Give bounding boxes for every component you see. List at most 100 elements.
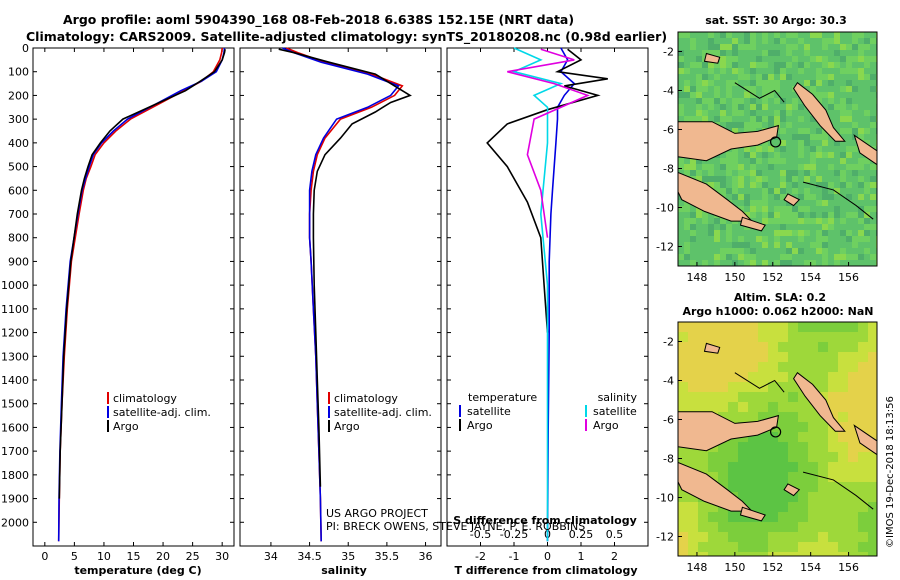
map-cell <box>702 44 709 51</box>
map-cell <box>726 116 733 123</box>
map-cell <box>846 218 853 225</box>
map-cell <box>738 152 745 159</box>
map-cell <box>756 182 763 189</box>
map-cell <box>738 176 745 183</box>
map-cell <box>758 462 769 473</box>
map-cell <box>838 362 849 373</box>
map-cell <box>738 206 745 213</box>
map-cell <box>792 224 799 231</box>
map-cell <box>834 194 841 201</box>
map-cell <box>786 176 793 183</box>
map-cell <box>678 522 689 533</box>
map-cell <box>822 182 829 189</box>
map-cell <box>810 134 817 141</box>
map-cell <box>768 68 775 75</box>
map-cell <box>792 170 799 177</box>
map-cell <box>756 254 763 261</box>
map-cell <box>804 176 811 183</box>
map-cell <box>858 230 865 237</box>
map-cell <box>728 362 739 373</box>
map-cell <box>720 38 727 45</box>
map-cell <box>750 230 757 237</box>
map-cell <box>840 146 847 153</box>
map-cell <box>744 32 751 39</box>
map-cell <box>768 206 775 213</box>
map-cell <box>858 152 865 159</box>
map-x-tick-label: 156 <box>838 561 859 574</box>
map-cell <box>678 542 689 553</box>
map-cell <box>798 242 805 249</box>
map-cell <box>840 134 847 141</box>
map-cell <box>858 62 865 69</box>
map-cell <box>792 98 799 105</box>
map-cell <box>690 164 697 171</box>
map-cell <box>762 44 769 51</box>
map-cell <box>808 332 819 343</box>
map-cell <box>744 146 751 153</box>
map-cell <box>774 188 781 195</box>
map-cell <box>834 206 841 213</box>
map-cell <box>858 44 865 51</box>
map-cell <box>822 158 829 165</box>
map-cell <box>758 482 769 493</box>
map-cell <box>726 188 733 195</box>
x-tick-label: 1 <box>578 550 585 563</box>
map-cell <box>864 110 871 117</box>
map-cell <box>822 212 829 219</box>
map-cell <box>792 92 799 99</box>
map-cell <box>852 56 859 63</box>
map-cell <box>678 50 685 57</box>
map-cell <box>864 242 871 249</box>
map-cell <box>738 242 745 249</box>
map-cell <box>808 442 819 453</box>
map-cell <box>768 164 775 171</box>
map-cell <box>788 432 799 443</box>
map-cell <box>846 176 853 183</box>
map-cell <box>750 212 757 219</box>
map-cell <box>720 56 727 63</box>
map-cell <box>848 512 859 523</box>
map-cell <box>684 68 691 75</box>
map-cell <box>786 218 793 225</box>
map-cell <box>738 188 745 195</box>
x-tick-label: 35 <box>341 550 355 563</box>
map-cell <box>804 146 811 153</box>
map-cell <box>838 422 849 433</box>
map-cell <box>846 128 853 135</box>
map-cell <box>868 452 877 463</box>
map-cell <box>816 146 823 153</box>
map-cell <box>678 512 689 523</box>
map-cell <box>792 230 799 237</box>
map-field <box>678 322 877 556</box>
map-cell <box>780 218 787 225</box>
map-cell <box>864 116 871 123</box>
map-cell <box>810 74 817 81</box>
map-cell <box>834 170 841 177</box>
map-cell <box>750 74 757 81</box>
map-cell <box>684 104 691 111</box>
map-cell <box>838 542 849 553</box>
map-cell <box>768 200 775 207</box>
map-cell <box>678 98 685 105</box>
map-cell <box>828 332 839 343</box>
map-cell <box>778 532 789 543</box>
map-cell <box>788 522 799 533</box>
map-cell <box>838 472 849 483</box>
map-cell <box>768 176 775 183</box>
map-cell <box>738 200 745 207</box>
map-cell <box>768 442 779 453</box>
figure-title-line2: Climatology: CARS2009. Satellite-adjuste… <box>26 29 667 45</box>
map-cell <box>714 236 721 243</box>
map-cell <box>834 122 841 129</box>
map-cell <box>818 372 829 383</box>
map-cell <box>774 140 781 147</box>
map-cell <box>726 152 733 159</box>
map-cell <box>870 242 877 249</box>
map-cell <box>684 86 691 93</box>
map-cell <box>852 170 859 177</box>
map-cell <box>798 32 805 39</box>
map-cell <box>798 158 805 165</box>
map-cell <box>864 224 871 231</box>
map-cell <box>864 218 871 225</box>
